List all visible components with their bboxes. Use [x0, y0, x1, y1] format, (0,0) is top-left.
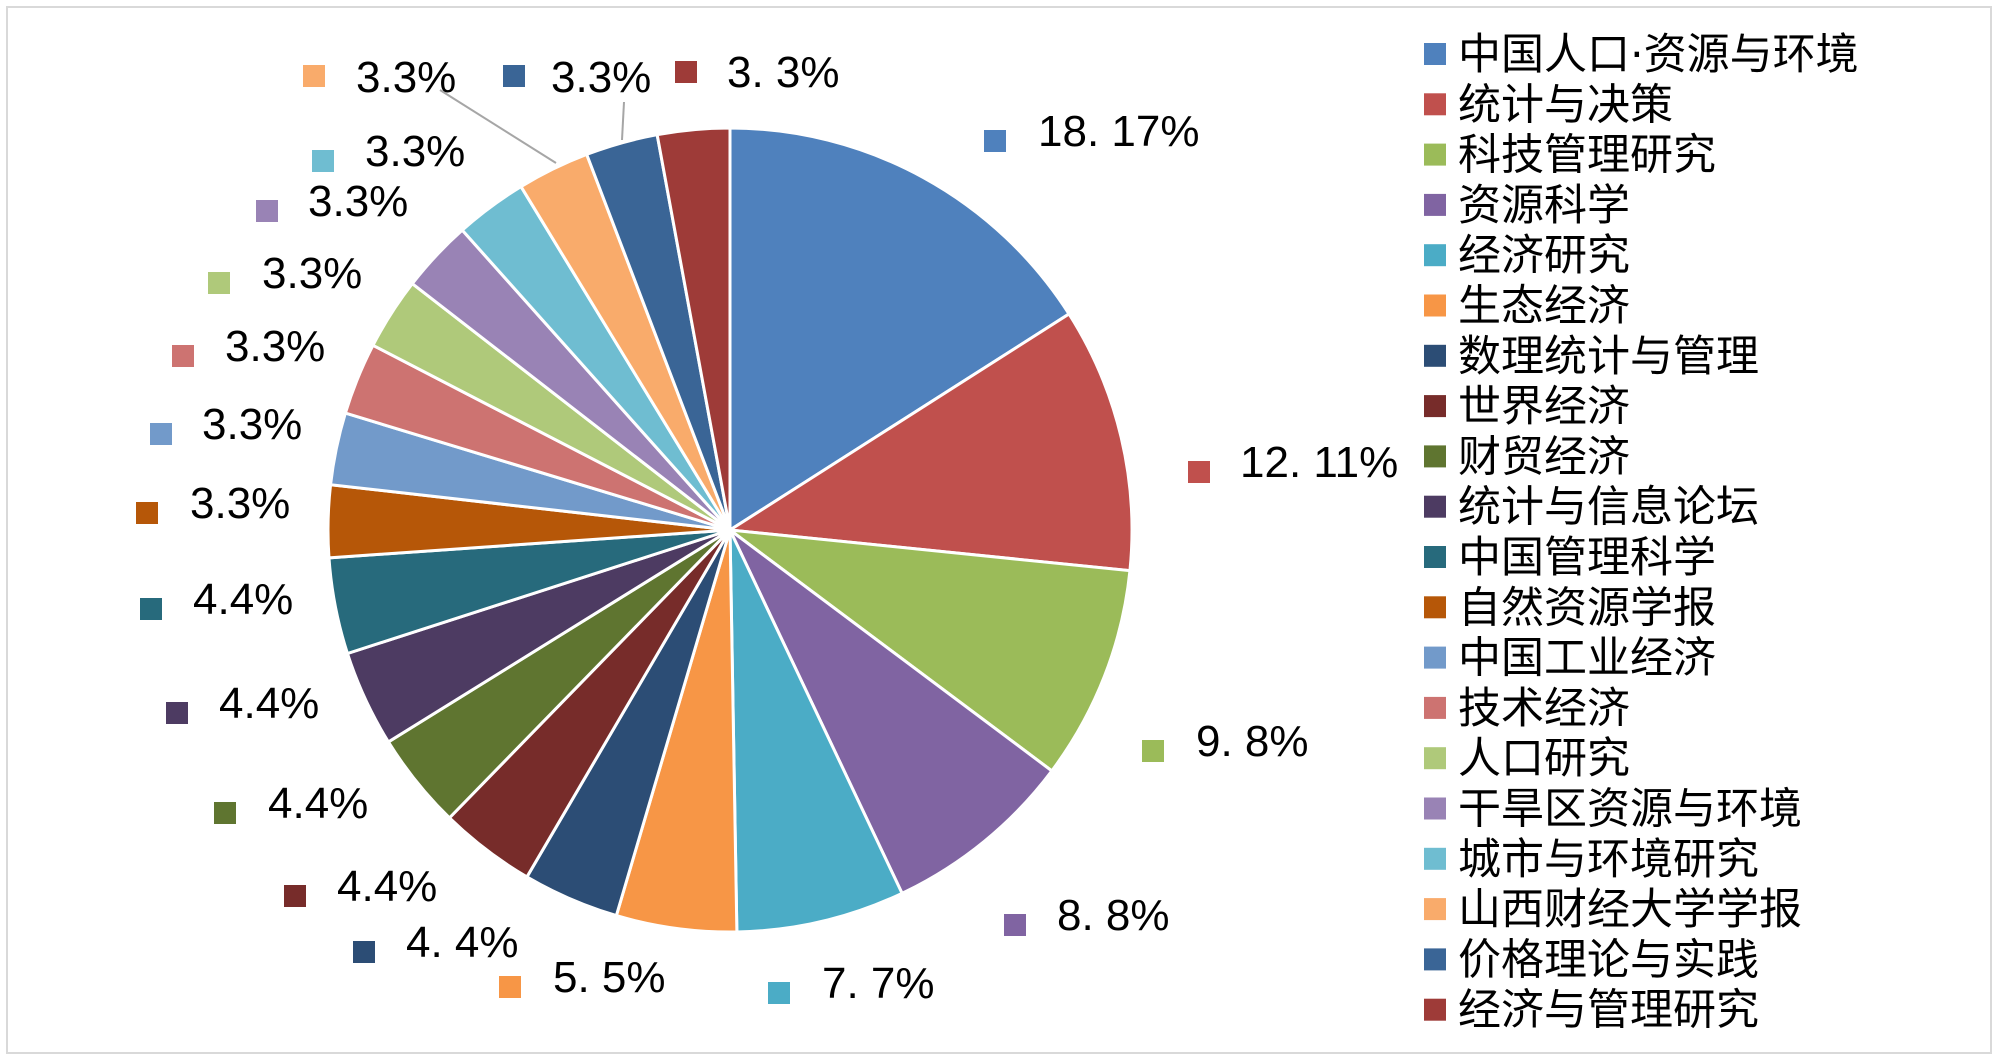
legend-item: 科技管理研究	[1458, 131, 1716, 181]
legend-item: 数理统计与管理	[1458, 332, 1759, 382]
legend-item: 中国人口·资源与环境	[1458, 30, 1859, 80]
label-marker	[499, 976, 521, 998]
label-marker	[214, 802, 236, 824]
legend-swatch	[1424, 546, 1446, 568]
label-marker	[284, 885, 306, 907]
legend-swatch	[1424, 847, 1446, 870]
data-label: 3.3%	[202, 400, 302, 449]
data-label: 3.3%	[190, 479, 290, 528]
label-marker	[768, 982, 790, 1004]
data-label: 3.3%	[262, 249, 362, 298]
data-label: 9. 8%	[1196, 717, 1309, 766]
label-marker	[150, 423, 172, 445]
legend-item: 城市与环境研究	[1458, 835, 1759, 885]
pie-slices	[326, 126, 1134, 934]
legend-item: 干旱区资源与环境	[1458, 785, 1802, 835]
legend-swatch	[1424, 898, 1446, 921]
label-marker	[303, 65, 325, 87]
legend-swatch	[1424, 948, 1446, 971]
legend-swatch	[1424, 596, 1446, 619]
legend-swatch	[1424, 747, 1446, 770]
data-label: 8. 8%	[1057, 891, 1170, 940]
label-marker	[1004, 914, 1026, 936]
label-marker	[503, 65, 525, 87]
pie-slice	[728, 528, 1054, 896]
legend: 中国人口·资源与环境统计与决策科技管理研究资源科学经济研究生态经济数理统计与管理…	[1424, 30, 1859, 1036]
legend-item: 中国工业经济	[1458, 634, 1716, 684]
legend-swatch	[1424, 797, 1446, 820]
data-label: 4.4%	[219, 679, 319, 728]
label-marker	[312, 150, 334, 172]
data-label: 18. 17%	[1038, 107, 1199, 156]
legend-item: 技术经济	[1458, 684, 1630, 734]
legend-swatch	[1424, 193, 1446, 216]
legend-swatch	[1424, 445, 1446, 468]
legend-swatch	[1424, 294, 1446, 317]
label-marker	[1188, 461, 1210, 483]
legend-swatch	[1424, 244, 1446, 267]
data-label: 3.3%	[356, 53, 456, 102]
pie-slice	[655, 126, 732, 531]
data-labels: 18. 17% 12. 11% 9. 8% 8. 8% 7. 7% 5. 5% 4. 4% 4…	[136, 48, 1398, 1008]
legend-swatch	[1424, 93, 1446, 116]
label-marker	[353, 941, 375, 963]
label-marker	[136, 502, 158, 524]
legend-item: 统计与决策	[1458, 80, 1673, 130]
data-label: 12. 11%	[1240, 438, 1398, 487]
legend-item: 经济研究	[1458, 231, 1630, 281]
leader-line	[621, 101, 625, 141]
legend-item: 山西财经大学学报	[1458, 885, 1802, 935]
data-label: 4.4%	[193, 575, 293, 624]
legend-item: 世界经济	[1458, 382, 1630, 432]
legend-swatch	[1424, 143, 1446, 166]
data-label: 7. 7%	[822, 959, 935, 1008]
legend-item: 自然资源学报	[1458, 583, 1716, 633]
pie-slice	[728, 126, 1072, 533]
legend-item: 价格理论与实践	[1458, 935, 1759, 985]
leader-lines	[439, 89, 625, 164]
pie-slice	[725, 311, 1134, 573]
data-label: 3. 3%	[727, 48, 840, 97]
label-marker	[1142, 740, 1164, 762]
label-marker	[984, 130, 1006, 152]
legend-item: 资源科学	[1458, 181, 1630, 231]
data-label: 5. 5%	[553, 953, 666, 1002]
data-label: 4.4%	[337, 862, 437, 911]
data-label: 3.3%	[551, 53, 651, 102]
legend-swatch	[1424, 646, 1446, 669]
legend-swatch	[1424, 344, 1446, 367]
legend-item: 经济与管理研究	[1458, 986, 1759, 1036]
label-marker	[172, 345, 194, 367]
legend-swatch	[1424, 696, 1446, 719]
data-label: 3.3%	[365, 127, 465, 176]
legend-swatch	[1424, 43, 1446, 65]
data-label: 4. 4%	[406, 918, 519, 967]
legend-item: 统计与信息论坛	[1458, 483, 1759, 533]
label-marker	[256, 200, 278, 222]
data-label: 4.4%	[268, 779, 368, 828]
pie-slice	[728, 529, 905, 934]
pie-slice	[724, 527, 1132, 773]
data-label: 3.3%	[308, 177, 408, 226]
legend-swatch	[1424, 998, 1446, 1021]
data-label: 3.3%	[225, 322, 325, 371]
chart-frame	[6, 6, 1992, 1054]
legend-item: 生态经济	[1458, 282, 1630, 332]
leader-line	[439, 89, 557, 164]
legend-swatch	[1424, 495, 1446, 518]
legend-item: 人口研究	[1458, 734, 1630, 784]
legend-item: 中国管理科学	[1458, 533, 1716, 583]
label-marker	[208, 272, 230, 294]
label-marker	[675, 61, 697, 83]
legend-item: 财贸经济	[1458, 432, 1630, 482]
label-marker	[166, 702, 188, 724]
label-marker	[140, 598, 162, 620]
legend-swatch	[1424, 395, 1446, 418]
